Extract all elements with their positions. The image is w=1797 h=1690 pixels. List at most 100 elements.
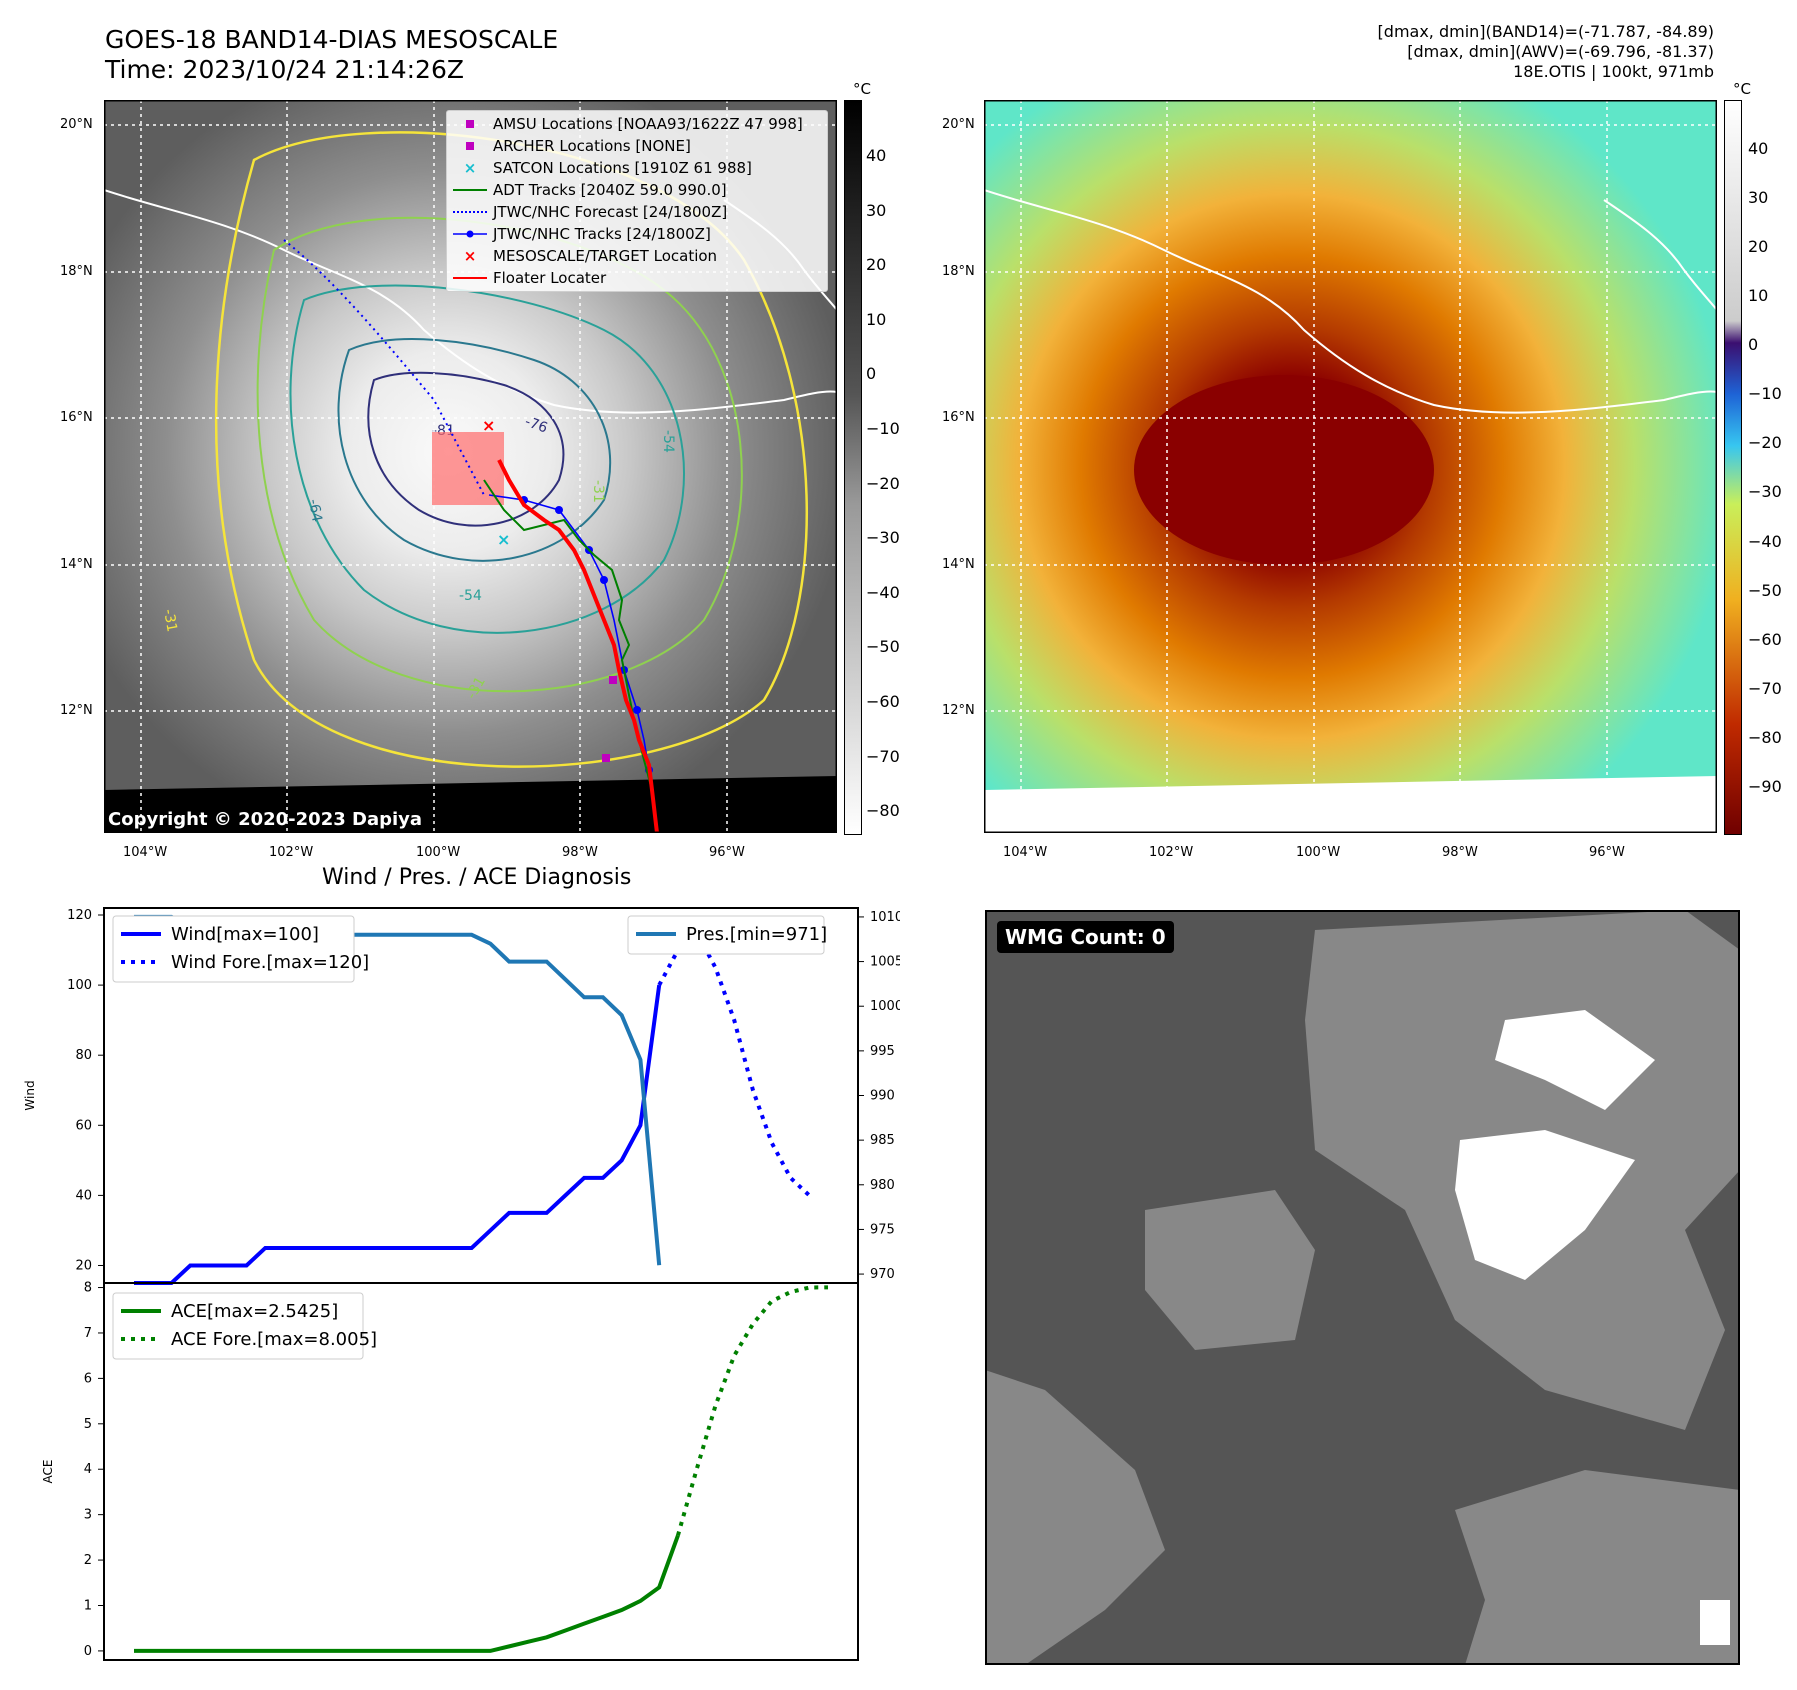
colorbar-tick-label: 30 [1748,187,1769,207]
lat-label: 16°N [942,410,975,425]
amsu-location [609,676,617,684]
ace-tick-label: 6 [84,1371,92,1386]
contour-navy [367,371,565,527]
colorbar-tick-label: −20 [1748,433,1782,453]
colorbar-tick-label: −20 [866,473,900,493]
wind-tick-label: 20 [75,1258,92,1273]
map-frame [984,100,1717,833]
coastline [104,189,837,414]
ace-series-line-1 [676,1285,829,1536]
lat-label: 14°N [60,557,93,572]
lat-label: 12°N [942,703,975,718]
amsu-legend-icon [447,120,493,128]
lon-label: 100°W [416,845,461,860]
lon-label: 102°W [269,845,314,860]
lat-label: 18°N [60,264,93,279]
legend-label: Wind Fore.[max=120] [171,952,369,973]
satcon-location: × [497,530,510,549]
lon-label: 100°W [1296,845,1341,860]
pressure-legend [627,915,825,955]
ace-tick-label: 0 [84,1644,92,1659]
colorbar-tick-label: −80 [866,801,900,821]
pressure-tick-label: 985 [870,1133,895,1148]
pressure-tick-label: 980 [870,1178,895,1193]
wind-tick-label: 100 [67,978,92,993]
wmg-region-light [985,1370,1165,1665]
contour-label: -31 [160,608,180,633]
wmg-region-light [1455,1470,1740,1665]
ace-legend [112,1292,364,1360]
lat-label: 20°N [942,117,975,132]
band14-range: [dmax, dmin](BAND14)=(-71.787, -84.89) [1377,22,1714,41]
mesoscale-target: × [482,416,495,435]
legend-item-amsu: AMSU Locations [NOAA93/1622Z 47 998] [447,113,827,135]
legend-label: Wind[max=100] [171,924,319,945]
jtwc-forecast-legend-icon [447,211,493,213]
legend-label: ADT Tracks [2040Z 59.0 990.0] [493,181,727,199]
colorbar-tick-label: −60 [866,692,900,712]
legend-label: ACE Fore.[max=8.005] [171,1329,377,1350]
intensity-readout: [dmax, dmin](BAND14)=(-71.787, -84.89) [… [1114,22,1714,82]
amsu-location [602,754,610,762]
wind-legend [112,915,355,983]
colorbar-tick-label: −10 [866,419,900,439]
floater-track [497,459,659,833]
legend-item-mesoscale: × MESOSCALE/TARGET Location [447,245,827,267]
colorbar-tick-label: 40 [1748,138,1769,158]
colorbar-tick-label: −30 [1748,482,1782,502]
colorbar-tick-label: 10 [1748,285,1769,305]
pressure-tick-label: 990 [870,1089,895,1104]
copyright: Copyright © 2020-2023 Dapiya [108,809,423,830]
diagnosis-chart: 2040608010012097097598098599099510001005… [23,907,900,1661]
legend-label: SATCON Locations [1910Z 61 988] [493,159,752,177]
lat-label: 16°N [60,410,93,425]
contour-label: -54 [660,430,676,453]
title-line-2: Time: 2023/10/24 21:14:26Z [105,55,464,84]
left-colorbar-unit: °C [853,80,871,98]
legend-item-adt: ADT Tracks [2040Z 59.0 990.0] [447,179,827,201]
lat-label: 12°N [60,703,93,718]
colorbar-tick-label: −70 [866,746,900,766]
wind-tick-label: 80 [75,1048,92,1063]
colorbar-tick-label: −60 [1748,629,1782,649]
map-frame [104,100,837,833]
legend-item-archer: ARCHER Locations [NONE] [447,135,827,157]
left-colorbar [844,100,862,835]
colorbar-tick-label: 0 [1748,335,1759,355]
contour-blue-green [337,338,612,562]
colorbar-tick-label: 10 [866,309,887,329]
lon-label: 102°W [1149,845,1194,860]
archer-legend-icon [447,142,493,150]
ace-tick-label: 4 [84,1462,92,1477]
awv-range: [dmax, dmin](AWV)=(-69.796, -81.37) [1407,42,1714,61]
right-colorbar [1724,100,1742,835]
pressure-tick-label: 995 [870,1044,895,1059]
colorbar-tick-label: −30 [866,528,900,548]
legend-label: ARCHER Locations [NONE] [493,137,691,155]
no-data-strip [984,776,1717,833]
colorbar-tick-label: −50 [1748,580,1782,600]
map-gridlines [984,100,1717,833]
title-line-1: GOES-18 BAND14-DIAS MESOSCALE [105,25,559,54]
legend-label: AMSU Locations [NOAA93/1622Z 47 998] [493,115,803,133]
wind-tick-label: 40 [75,1188,92,1203]
jtwc-tracks-legend-icon [447,229,493,239]
ace-axis-label: ACE [41,1460,55,1484]
lon-label: 96°W [709,845,745,860]
pressure-tick-label: 1010 [870,910,900,925]
legend-label: MESOSCALE/TARGET Location [493,247,718,265]
legend-label: Floater Locater [493,269,607,287]
legend-label: ACE[max=2.5425] [171,1301,338,1322]
wmg-region-light [1145,1190,1315,1350]
series-line-1 [657,929,811,1197]
map-legend: AMSU Locations [NOAA93/1622Z 47 998] ARC… [446,110,828,292]
pressure-tick-label: 1005 [870,955,900,970]
legend-label: Pres.[min=971] [686,924,827,945]
colorbar-tick-label: −90 [1748,777,1782,797]
colorbar-tick-label: −40 [866,582,900,602]
lon-label: 98°W [1442,845,1478,860]
wmg-count-badge: WMG Count: 0 [997,921,1174,953]
pressure-tick-label: 970 [870,1267,895,1282]
ace-tick-label: 8 [84,1281,92,1296]
ace-tick-label: 3 [84,1508,92,1523]
